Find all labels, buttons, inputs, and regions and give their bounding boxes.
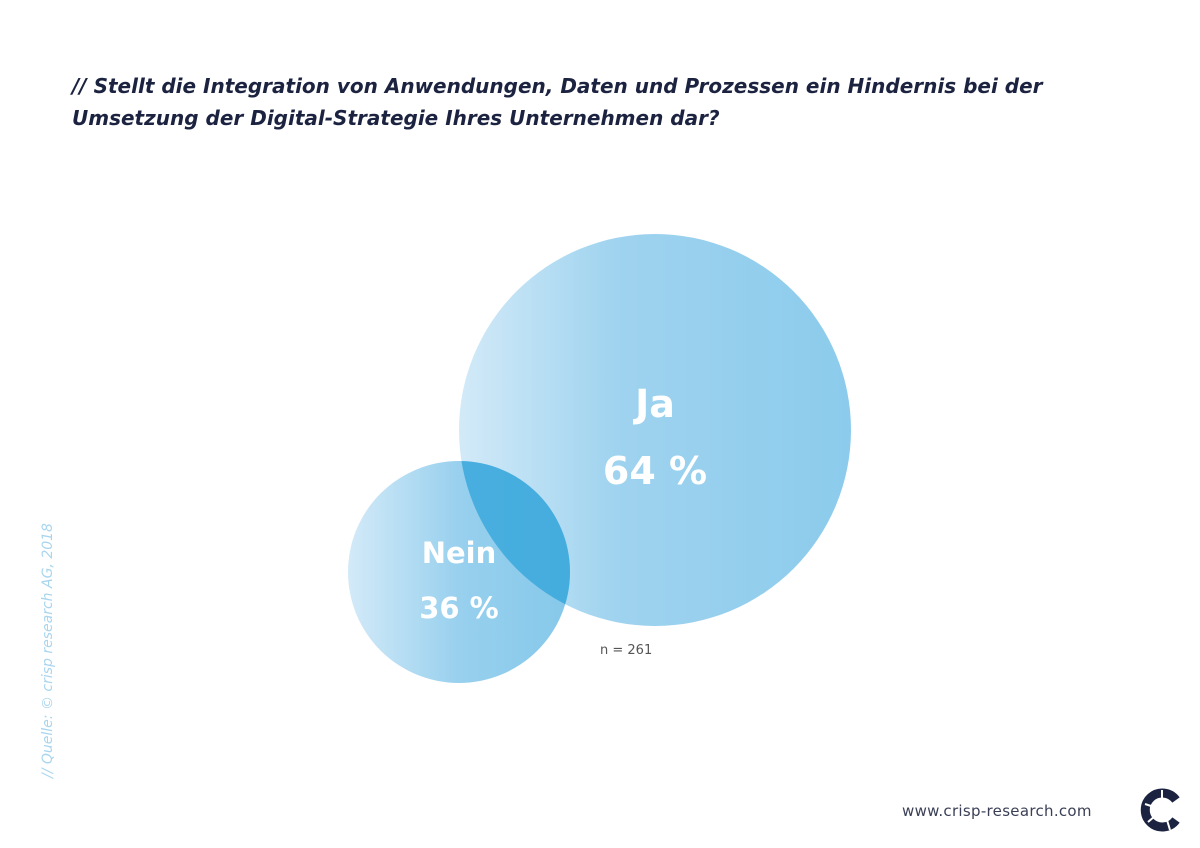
value-ja: 64 % <box>603 449 707 493</box>
label-nein: Nein <box>422 536 497 570</box>
crisp-logo-icon <box>1140 788 1180 832</box>
label-ja: Ja <box>632 382 675 426</box>
sample-size: n = 261 <box>600 643 653 658</box>
bubble-overlap <box>459 461 570 626</box>
chart-title: // Stellt die Integration von Anwendunge… <box>72 74 1043 130</box>
source-note: // Quelle: © crisp research AG, 2018 <box>40 523 56 778</box>
footer-url[interactable]: www.crisp-research.com <box>902 802 1092 820</box>
value-nein: 36 % <box>419 591 499 625</box>
